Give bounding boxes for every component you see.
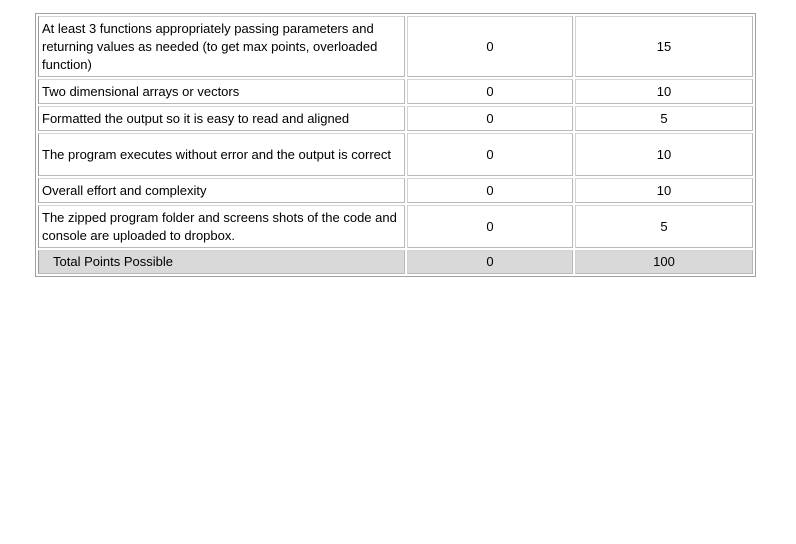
possible-cell: 15 [575, 16, 753, 77]
table-row: The program executes without error and t… [38, 133, 753, 176]
earned-cell: 0 [407, 106, 573, 131]
possible-cell: 5 [575, 106, 753, 131]
criterion-cell: The program executes without error and t… [38, 133, 405, 176]
earned-cell: 0 [407, 205, 573, 248]
rubric-table: At least 3 functions appropriately passi… [35, 13, 756, 277]
possible-cell: 10 [575, 178, 753, 203]
earned-cell: 0 [407, 178, 573, 203]
earned-cell: 0 [407, 79, 573, 104]
possible-cell: 10 [575, 79, 753, 104]
table-row: Two dimensional arrays or vectors 0 10 [38, 79, 753, 104]
table-row: The zipped program folder and screens sh… [38, 205, 753, 248]
criterion-cell: Two dimensional arrays or vectors [38, 79, 405, 104]
total-row: Total Points Possible 0 100 [38, 250, 753, 274]
earned-cell: 0 [407, 133, 573, 176]
possible-cell: 10 [575, 133, 753, 176]
possible-cell: 5 [575, 205, 753, 248]
table-row: Formatted the output so it is easy to re… [38, 106, 753, 131]
table-row: Overall effort and complexity 0 10 [38, 178, 753, 203]
earned-cell: 0 [407, 16, 573, 77]
total-label: Total Points Possible [38, 250, 405, 274]
criterion-cell: Formatted the output so it is easy to re… [38, 106, 405, 131]
criterion-cell: Overall effort and complexity [38, 178, 405, 203]
total-earned: 0 [407, 250, 573, 274]
total-possible: 100 [575, 250, 753, 274]
criterion-cell: The zipped program folder and screens sh… [38, 205, 405, 248]
table-row: At least 3 functions appropriately passi… [38, 16, 753, 77]
criterion-cell: At least 3 functions appropriately passi… [38, 16, 405, 77]
